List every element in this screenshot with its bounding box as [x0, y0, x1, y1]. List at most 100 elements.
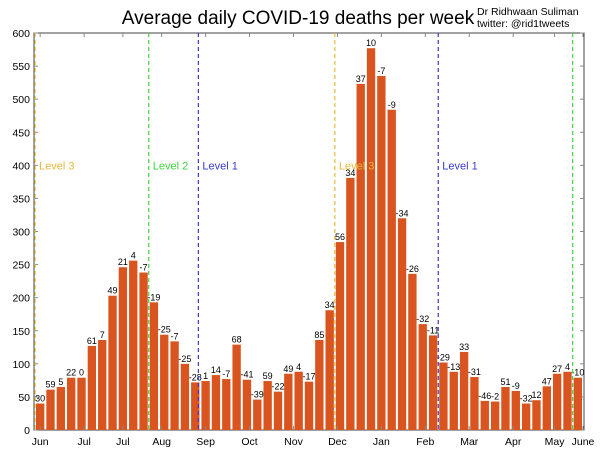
bar-label: 85	[314, 330, 324, 340]
bar-label: -9	[388, 100, 396, 110]
y-tick-label: 100	[12, 359, 30, 371]
bar	[232, 344, 241, 430]
bar	[36, 403, 45, 430]
bar-label: -34	[396, 208, 409, 218]
bar-label: 30	[35, 394, 45, 404]
bar-label: -25	[178, 354, 191, 364]
bar-label: -46	[478, 391, 491, 401]
bar-label: -31	[468, 367, 481, 377]
bar	[573, 377, 582, 430]
x-tick-label: Jul	[77, 436, 90, 448]
x-tick-label: Jul	[116, 436, 129, 448]
x-tick-label: Jun	[32, 436, 49, 448]
bar	[273, 391, 283, 430]
bar	[56, 386, 66, 430]
bar-label: 33	[459, 342, 469, 352]
bar-label: 34	[325, 300, 335, 310]
bar	[67, 377, 76, 430]
bar-label: -9	[512, 381, 520, 391]
bar-label: 5	[58, 377, 63, 387]
bar-label: -2	[491, 392, 499, 402]
bar-label: 47	[542, 376, 552, 386]
bar	[77, 377, 86, 430]
y-tick-label: 450	[12, 127, 30, 139]
bar	[563, 371, 572, 430]
bar	[160, 334, 169, 430]
y-tick-label: 350	[12, 193, 30, 205]
credit-twitter: twitter: @rid1tweets	[477, 18, 569, 30]
bar-label: 4	[131, 251, 136, 261]
x-tick-label: Feb	[416, 436, 434, 448]
bar	[201, 381, 210, 430]
bar-label: -7	[171, 331, 179, 341]
bar	[118, 267, 128, 430]
bar	[480, 400, 489, 430]
bar	[501, 386, 510, 430]
bar	[98, 340, 107, 430]
bar-label: 59	[263, 371, 273, 381]
bar	[242, 379, 252, 430]
bar	[325, 310, 334, 430]
bar	[552, 373, 562, 430]
y-tick-label: 500	[12, 94, 30, 106]
bar-label: -39	[251, 390, 264, 400]
bar-label: 56	[335, 232, 345, 242]
x-tick-label: June	[572, 436, 595, 448]
x-tick-label: Apr	[505, 436, 522, 448]
level-label: Level 3	[339, 160, 374, 172]
bar-label: 4	[296, 362, 301, 372]
bar	[294, 371, 303, 430]
y-tick-label: 200	[12, 293, 30, 305]
bar-label: -25	[158, 325, 171, 335]
bar-label: 21	[118, 257, 128, 267]
bar-label: 1	[203, 371, 208, 381]
bar-label: -32	[416, 314, 429, 324]
bar-label: -11	[427, 325, 439, 335]
bar	[180, 363, 190, 430]
bar-label: -29	[437, 353, 450, 363]
bar	[377, 76, 386, 430]
x-tick-label: Oct	[241, 436, 257, 448]
bar	[170, 341, 179, 430]
bar	[459, 351, 469, 430]
bar	[139, 272, 148, 430]
bar	[149, 302, 159, 430]
bar-label: -7	[377, 66, 385, 76]
bar	[366, 48, 376, 431]
plot-area: 0501001502002503003504004505005506003059…	[12, 28, 594, 448]
bar	[108, 295, 117, 430]
bar-label: -32	[520, 394, 533, 404]
bar-label: 12	[531, 390, 541, 400]
bar	[397, 218, 407, 430]
bar	[222, 379, 231, 430]
bar-label: 37	[356, 74, 366, 84]
bar	[449, 371, 458, 430]
bar	[304, 381, 314, 430]
bar	[470, 377, 479, 430]
bar	[346, 177, 355, 430]
bar	[335, 242, 345, 430]
bar	[356, 83, 365, 430]
level-label: Level 1	[202, 160, 237, 172]
bar-label: 27	[552, 364, 562, 374]
bar	[521, 403, 531, 430]
x-tick-label: Nov	[284, 436, 303, 448]
bar	[439, 362, 448, 430]
y-tick-label: 550	[12, 61, 30, 73]
bar	[418, 324, 427, 430]
bar-label: 7	[100, 330, 105, 340]
bar-label: 59	[46, 380, 56, 390]
bar	[532, 400, 541, 430]
bar-label: 22	[66, 368, 76, 378]
bar-label: 61	[87, 336, 97, 346]
bar-label: -26	[406, 264, 419, 274]
bar-label: -19	[147, 292, 160, 302]
y-tick-label: 300	[12, 227, 30, 239]
bar	[129, 260, 138, 430]
y-tick-label: 600	[12, 28, 30, 40]
bar-label: -7	[140, 263, 148, 273]
level-label: Level 1	[442, 160, 477, 172]
bar-label: 0	[79, 368, 84, 378]
bar	[315, 340, 324, 430]
y-tick-label: 50	[18, 392, 30, 404]
